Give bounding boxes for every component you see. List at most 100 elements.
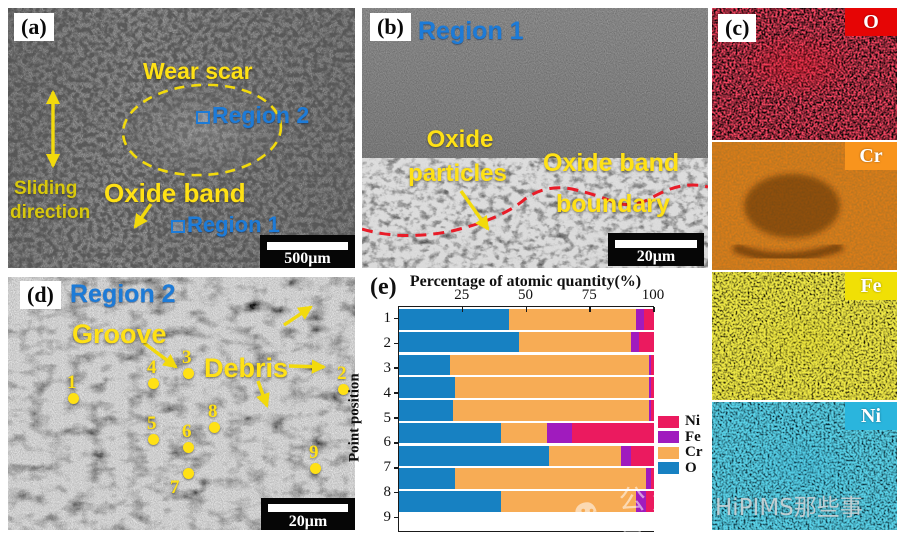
- segment-Cr-point-5: [452, 400, 649, 421]
- y-tick-mark: [394, 516, 398, 519]
- region2-label: Region 2: [70, 280, 176, 308]
- wechat-watermark-text: 公众号: [618, 485, 685, 538]
- x-tick-mark-25: [461, 307, 464, 312]
- panel-d-sem-image: (d) Region 2 Groove Debris 1 2 3 4 5 6 7…: [8, 277, 355, 530]
- groove-label: Groove: [72, 319, 167, 349]
- oxide-particles-label-line2: particles: [408, 160, 507, 187]
- scale-bar-line: [266, 241, 349, 250]
- segment-Ni-point-1: [643, 309, 654, 330]
- legend-label-Ni: Ni: [685, 413, 700, 430]
- segment-O-point-7: [399, 445, 550, 467]
- region1-label: Region 1: [418, 17, 524, 45]
- segment-Ni-point-8: [651, 468, 654, 489]
- eds-map-Fe: Fe: [712, 272, 897, 400]
- element-tag-Cr: Cr: [845, 142, 897, 170]
- scale-bar-text: 500μm: [284, 250, 331, 268]
- segment-O-point-3: [399, 354, 450, 376]
- segment-Cr-point-3: [450, 354, 649, 376]
- point-dot: [208, 421, 220, 433]
- stacked-bar-point-9: [399, 491, 654, 512]
- segment-Ni-point-3: [651, 354, 654, 376]
- scale-bar-b: 20μm: [608, 233, 704, 266]
- brand-watermark: HiPIMS那些事: [715, 495, 863, 521]
- segment-Fe-point-6: [546, 422, 573, 444]
- legend-swatch-Cr: [658, 446, 679, 459]
- chart-plot-area: [398, 306, 655, 532]
- element-tag-Ni: Ni: [845, 402, 897, 430]
- scale-bar-line: [267, 504, 349, 513]
- point-dot: [337, 383, 349, 395]
- segment-Fe-point-7: [620, 445, 632, 467]
- segment-Ni-point-2: [638, 331, 654, 353]
- region1-label: Region 1: [187, 212, 280, 237]
- y-tick-mark: [394, 417, 398, 419]
- nickel-rich-cloud: [742, 427, 867, 502]
- point-dot: [67, 392, 79, 404]
- cr-depleted-patch: [744, 174, 840, 238]
- region2-marker-square: [196, 111, 210, 124]
- segment-Cr-point-7: [549, 445, 621, 467]
- y-tick-mark: [394, 392, 398, 394]
- panel-b-label: (b): [370, 13, 411, 41]
- wear-scar-label: Wear scar: [143, 58, 253, 84]
- chart-title: Percentage of atomic quantity(%): [409, 273, 642, 290]
- oxide-band-label: Oxide band: [104, 178, 246, 208]
- stacked-bar-point-6: [399, 422, 654, 444]
- legend-entry-O: O: [658, 459, 703, 477]
- panel-d-label: (d): [20, 281, 61, 309]
- category-label-4: 4: [368, 381, 398, 406]
- legend-label-O: O: [685, 459, 697, 476]
- segment-O-point-6: [399, 422, 501, 444]
- oxide-particles-label-line1: Oxide: [426, 126, 494, 153]
- segment-Cr-point-6: [501, 422, 547, 444]
- segment-Fe-point-1: [636, 309, 644, 330]
- stacked-bars: [399, 309, 654, 512]
- segment-Fe-point-3: [648, 354, 652, 376]
- category-label-9: 9: [368, 505, 398, 530]
- segment-Cr-point-8: [455, 468, 647, 489]
- category-label-6: 6: [368, 430, 398, 455]
- debris-label: Debris: [204, 353, 289, 383]
- segment-Ni-point-4: [651, 377, 654, 398]
- segment-Cr-point-1: [508, 309, 637, 330]
- segment-Fe-point-8: [646, 468, 652, 489]
- iron-rich-cloud: [747, 307, 867, 377]
- eds-map-Cr: Cr: [712, 142, 897, 270]
- point-dot: [182, 367, 194, 379]
- point-dot: [182, 441, 194, 453]
- scale-bar-line: [614, 239, 698, 248]
- region1-marker-square: [171, 220, 185, 233]
- panel-c-label: (c): [718, 14, 757, 42]
- scale-bar-text: 20μm: [636, 248, 676, 266]
- wechat-watermark: 公众号: [574, 478, 710, 538]
- segment-Ni-point-5: [651, 400, 654, 421]
- y-axis-title: Point position: [346, 373, 363, 463]
- point-dot: [309, 462, 321, 474]
- segment-O-point-4: [399, 377, 456, 398]
- y-tick-mark: [394, 317, 398, 320]
- wechat-icon: [575, 502, 612, 532]
- sliding-label-line2: direction: [10, 202, 91, 223]
- panel-e-chart: (e) Percentage of atomic quantity(%) 25 5…: [347, 272, 710, 538]
- scale-bar-d: 20μm: [261, 498, 355, 530]
- panel-a-label: (a): [14, 13, 54, 41]
- element-tag-O: O: [845, 8, 897, 36]
- point-dot: [182, 467, 194, 479]
- segment-Fe-point-4: [648, 377, 652, 398]
- chart-legend: Ni Fe Cr O: [658, 414, 703, 476]
- x-tick-label-50: 50: [518, 287, 533, 303]
- y-tick-mark: [394, 367, 398, 370]
- wear-scar-region-texture: [124, 86, 284, 176]
- legend-swatch-Fe: [658, 431, 679, 444]
- category-label-1: 1: [368, 306, 398, 331]
- element-tag-Fe: Fe: [845, 272, 897, 300]
- segment-Ni-point-7: [631, 445, 654, 467]
- x-tick-mark-50: [525, 307, 528, 312]
- cr-scratch-arc: [732, 241, 844, 262]
- segment-O-point-2: [399, 331, 519, 353]
- eds-map-Ni: Ni: [712, 402, 897, 530]
- sem-noise-texture: [362, 8, 708, 268]
- stacked-bar-point-2: [399, 331, 654, 353]
- oxide-band-boundary-label-line2: boundary: [556, 190, 670, 218]
